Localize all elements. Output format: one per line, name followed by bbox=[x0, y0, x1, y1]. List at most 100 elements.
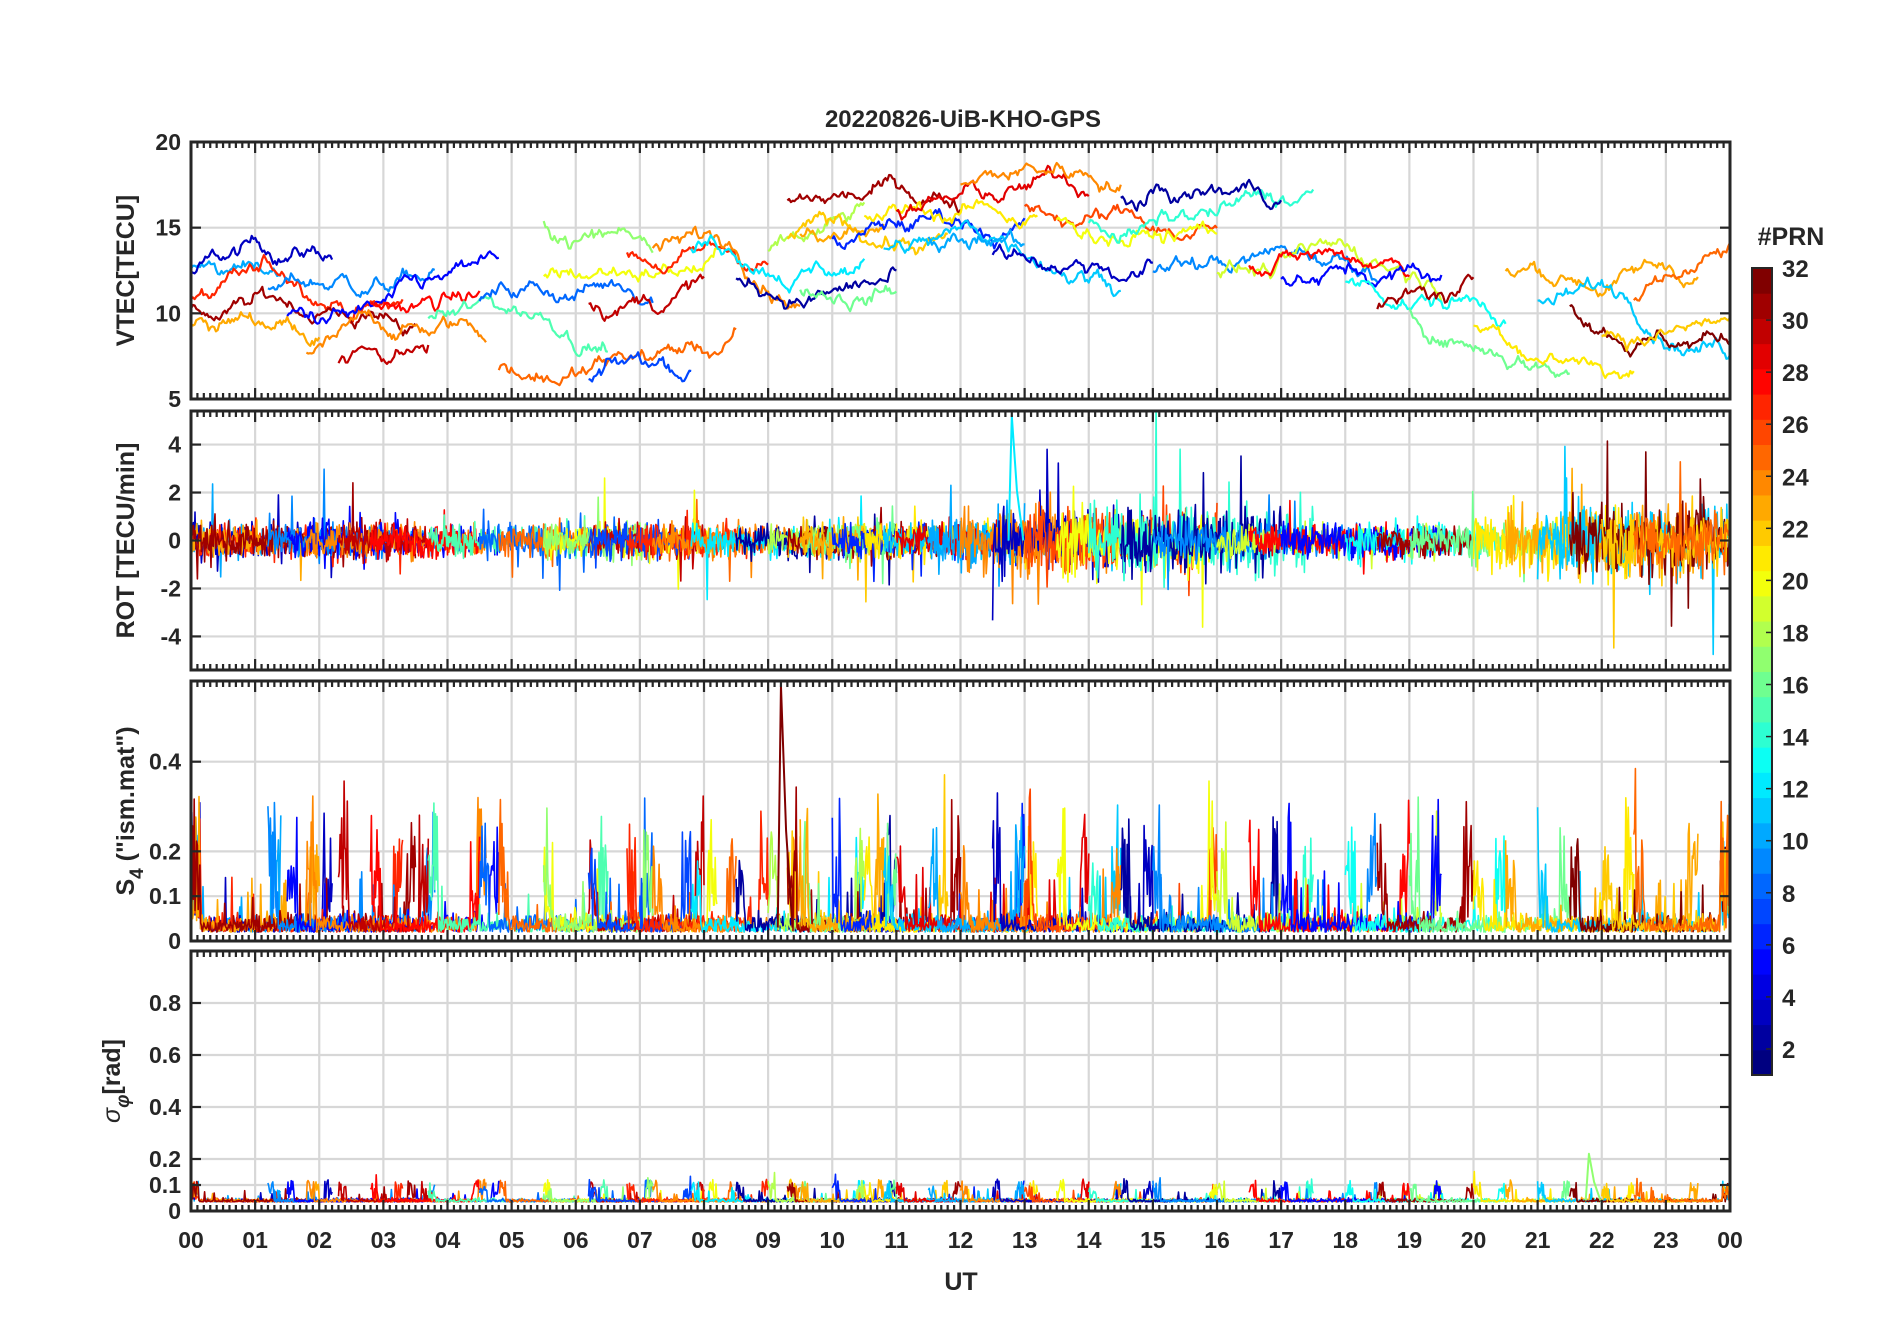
series-line-prn-25 bbox=[1632, 242, 1730, 302]
colorbar-band bbox=[1752, 621, 1772, 647]
series-line-prn-25 bbox=[1633, 1177, 1730, 1203]
series-line-prn-22 bbox=[786, 210, 948, 256]
x-ticks bbox=[189, 951, 1732, 1211]
y-tick-label: 4 bbox=[168, 432, 181, 458]
series-line-prn-24 bbox=[305, 309, 487, 355]
series-line-prn-9 bbox=[267, 267, 436, 298]
series-line-prn-26 bbox=[1023, 203, 1218, 242]
x-tick-label: 17 bbox=[1268, 1227, 1294, 1253]
colorbar-tick-label: 8 bbox=[1782, 881, 1795, 908]
series-line-prn-8 bbox=[478, 279, 654, 306]
spike-trace bbox=[1007, 414, 1025, 541]
y-tick-label: 0.1 bbox=[149, 1172, 181, 1198]
colorbar-band bbox=[1752, 671, 1772, 698]
x-tick-label: 06 bbox=[563, 1227, 589, 1253]
series-line-prn-21 bbox=[863, 198, 1038, 230]
series-line-prn-28 bbox=[369, 814, 481, 933]
colorbar-label: #PRN bbox=[1758, 223, 1825, 251]
y-tick-label: 0.4 bbox=[149, 1094, 181, 1120]
x-ticks bbox=[189, 681, 1732, 941]
series-line-prn-28 bbox=[369, 509, 480, 560]
series-line-prn-7 bbox=[587, 518, 692, 569]
series-line-prn-10 bbox=[927, 229, 1025, 254]
sigma-phi-panel: 00.10.2 0.4 0.6 0.8 σφ[rad] bbox=[98, 949, 1732, 1224]
colorbar-band bbox=[1752, 1049, 1772, 1076]
grid bbox=[191, 951, 1730, 1211]
series-line-prn-27 bbox=[191, 254, 404, 324]
series-line-prn-2 bbox=[1120, 178, 1283, 212]
colorbar-band bbox=[1752, 494, 1772, 521]
x-tick-label: 03 bbox=[371, 1227, 397, 1253]
vtec-panel: 5 10 15 20 VTEC[TECU] bbox=[112, 129, 1732, 412]
y-label-main: S bbox=[112, 879, 140, 896]
x-tick-label: 18 bbox=[1332, 1227, 1358, 1253]
series-line-prn-30 bbox=[588, 273, 705, 322]
x-tick-label: 05 bbox=[499, 1227, 525, 1253]
colorbar-band bbox=[1752, 343, 1772, 370]
series-line-prn-13 bbox=[1345, 277, 1507, 328]
series-line-prn-14 bbox=[1087, 188, 1315, 244]
colorbar-tick-label: 18 bbox=[1782, 620, 1809, 647]
colorbar-band bbox=[1752, 873, 1772, 899]
traces bbox=[191, 411, 1730, 656]
series-line-prn-12 bbox=[690, 234, 866, 294]
colorbar-frame bbox=[1751, 267, 1773, 1076]
colorbar-band bbox=[1752, 923, 1772, 950]
y-tick-label: 0.1 bbox=[149, 883, 181, 909]
colorbar-band bbox=[1752, 469, 1772, 496]
y-tick-label: 5 bbox=[168, 386, 181, 412]
y-label-rest: ("ism.mat") bbox=[112, 726, 140, 868]
series-line-prn-27 bbox=[625, 240, 769, 275]
series-line-prn-5 bbox=[286, 250, 500, 325]
spike-trace bbox=[1584, 1152, 1602, 1201]
y-tick-label: -4 bbox=[161, 623, 182, 649]
colorbar-tick-label: 14 bbox=[1782, 725, 1809, 752]
colorbar-tick-label: 6 bbox=[1782, 933, 1795, 960]
colorbar-tick-label: 10 bbox=[1782, 829, 1809, 856]
colorbar-band bbox=[1752, 696, 1772, 723]
series-line-prn-18 bbox=[767, 1171, 866, 1203]
colorbar-tick-label: 12 bbox=[1782, 777, 1809, 804]
y-tick-label: 0.8 bbox=[149, 990, 181, 1016]
colorbar-band bbox=[1752, 721, 1772, 748]
series-line-prn-9 bbox=[1152, 804, 1378, 933]
colorbar-band bbox=[1752, 646, 1772, 672]
colorbar-band bbox=[1752, 822, 1772, 849]
series-line-prn-31 bbox=[1376, 273, 1475, 310]
x-axis-label: UT bbox=[944, 1268, 977, 1296]
colorbar-band bbox=[1752, 268, 1772, 294]
x-tick-label: 16 bbox=[1204, 1227, 1230, 1253]
colorbar-band bbox=[1752, 444, 1772, 471]
y-axis-label: VTEC[TECU] bbox=[112, 195, 140, 346]
y-label-main: σ bbox=[98, 1107, 126, 1123]
x-tick-label: 13 bbox=[1012, 1227, 1038, 1253]
colorbar-band bbox=[1752, 419, 1772, 446]
y-axis-label: ROT [TECU/min] bbox=[112, 443, 140, 639]
x-tick-label: 04 bbox=[435, 1227, 461, 1253]
y-axis-label: σφ[rad] bbox=[98, 1039, 134, 1123]
x-tick-label: 11 bbox=[884, 1227, 909, 1253]
colorbar-band bbox=[1752, 999, 1772, 1026]
series-line-prn-22 bbox=[1601, 316, 1730, 352]
traces bbox=[191, 684, 1730, 933]
y-tick-label: 0 bbox=[168, 1198, 181, 1224]
s4-panel: 00.10.20.4S4 ("ism.mat") bbox=[112, 679, 1732, 954]
colorbar-band bbox=[1752, 747, 1772, 773]
colorbar-band bbox=[1752, 797, 1772, 824]
colorbar-band bbox=[1752, 898, 1772, 925]
series-line-prn-30 bbox=[337, 344, 430, 365]
y-tick-label: -2 bbox=[161, 575, 181, 601]
y-tick-label: 0 bbox=[168, 528, 181, 554]
series-line-prn-28 bbox=[369, 1174, 481, 1203]
x-tick-label: 01 bbox=[242, 1227, 268, 1253]
y-tick-label: 0.2 bbox=[149, 838, 181, 864]
colorbar-band bbox=[1752, 1024, 1772, 1051]
x-tick-label: 14 bbox=[1076, 1227, 1102, 1253]
colorbar-band bbox=[1752, 545, 1772, 572]
series-line-prn-7 bbox=[588, 351, 692, 383]
series-line-prn-5 bbox=[1280, 262, 1443, 288]
series-line-prn-16 bbox=[799, 284, 898, 313]
colorbar-band bbox=[1752, 595, 1772, 622]
colorbar-tick-label: 20 bbox=[1782, 568, 1809, 595]
